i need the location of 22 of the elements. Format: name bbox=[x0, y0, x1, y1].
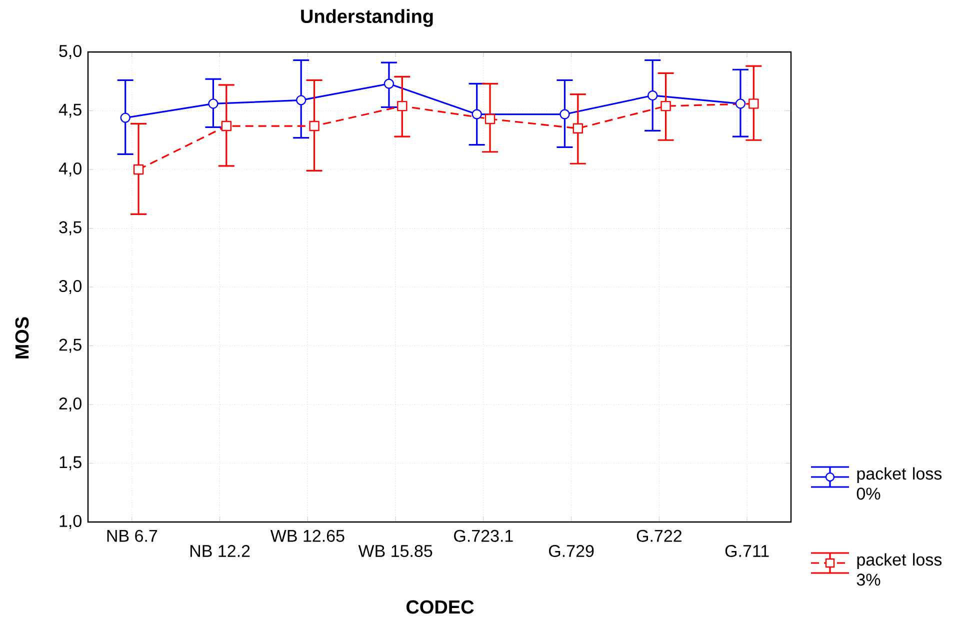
x-tick-label: G.723.1 bbox=[454, 530, 513, 542]
y-axis-title: MOS bbox=[15, 317, 29, 358]
x-tick-label: NB 6.7 bbox=[107, 530, 158, 542]
x-tick-label: G.711 bbox=[725, 544, 769, 558]
y-tick-label: 3,5 bbox=[59, 221, 82, 236]
y-tick-label: 2,5 bbox=[59, 338, 82, 353]
x-tick-label: WB 12.65 bbox=[270, 530, 344, 542]
y-tick-label: 1,0 bbox=[60, 514, 82, 530]
y-tick-label: 5,0 bbox=[59, 44, 82, 60]
y-tick-label: 4,0 bbox=[58, 162, 82, 177]
y-tick-label: 1,5 bbox=[60, 456, 82, 470]
chart-title: Understanding bbox=[301, 9, 433, 27]
x-tick-label: NB 12.2 bbox=[190, 544, 250, 557]
x-axis-title: CODEC bbox=[406, 600, 474, 614]
legend-label: packet loss 0% bbox=[856, 467, 942, 500]
y-tick-label: 2,0 bbox=[59, 397, 82, 412]
legend-label: packet loss 3% bbox=[856, 553, 942, 586]
y-tick-label: 3,0 bbox=[59, 280, 82, 294]
y-tick-label: 4,5 bbox=[58, 104, 82, 118]
x-tick-label: G.722 bbox=[636, 530, 682, 542]
x-tick-label: WB 15.85 bbox=[358, 544, 432, 558]
x-tick-label: G.729 bbox=[549, 544, 594, 558]
